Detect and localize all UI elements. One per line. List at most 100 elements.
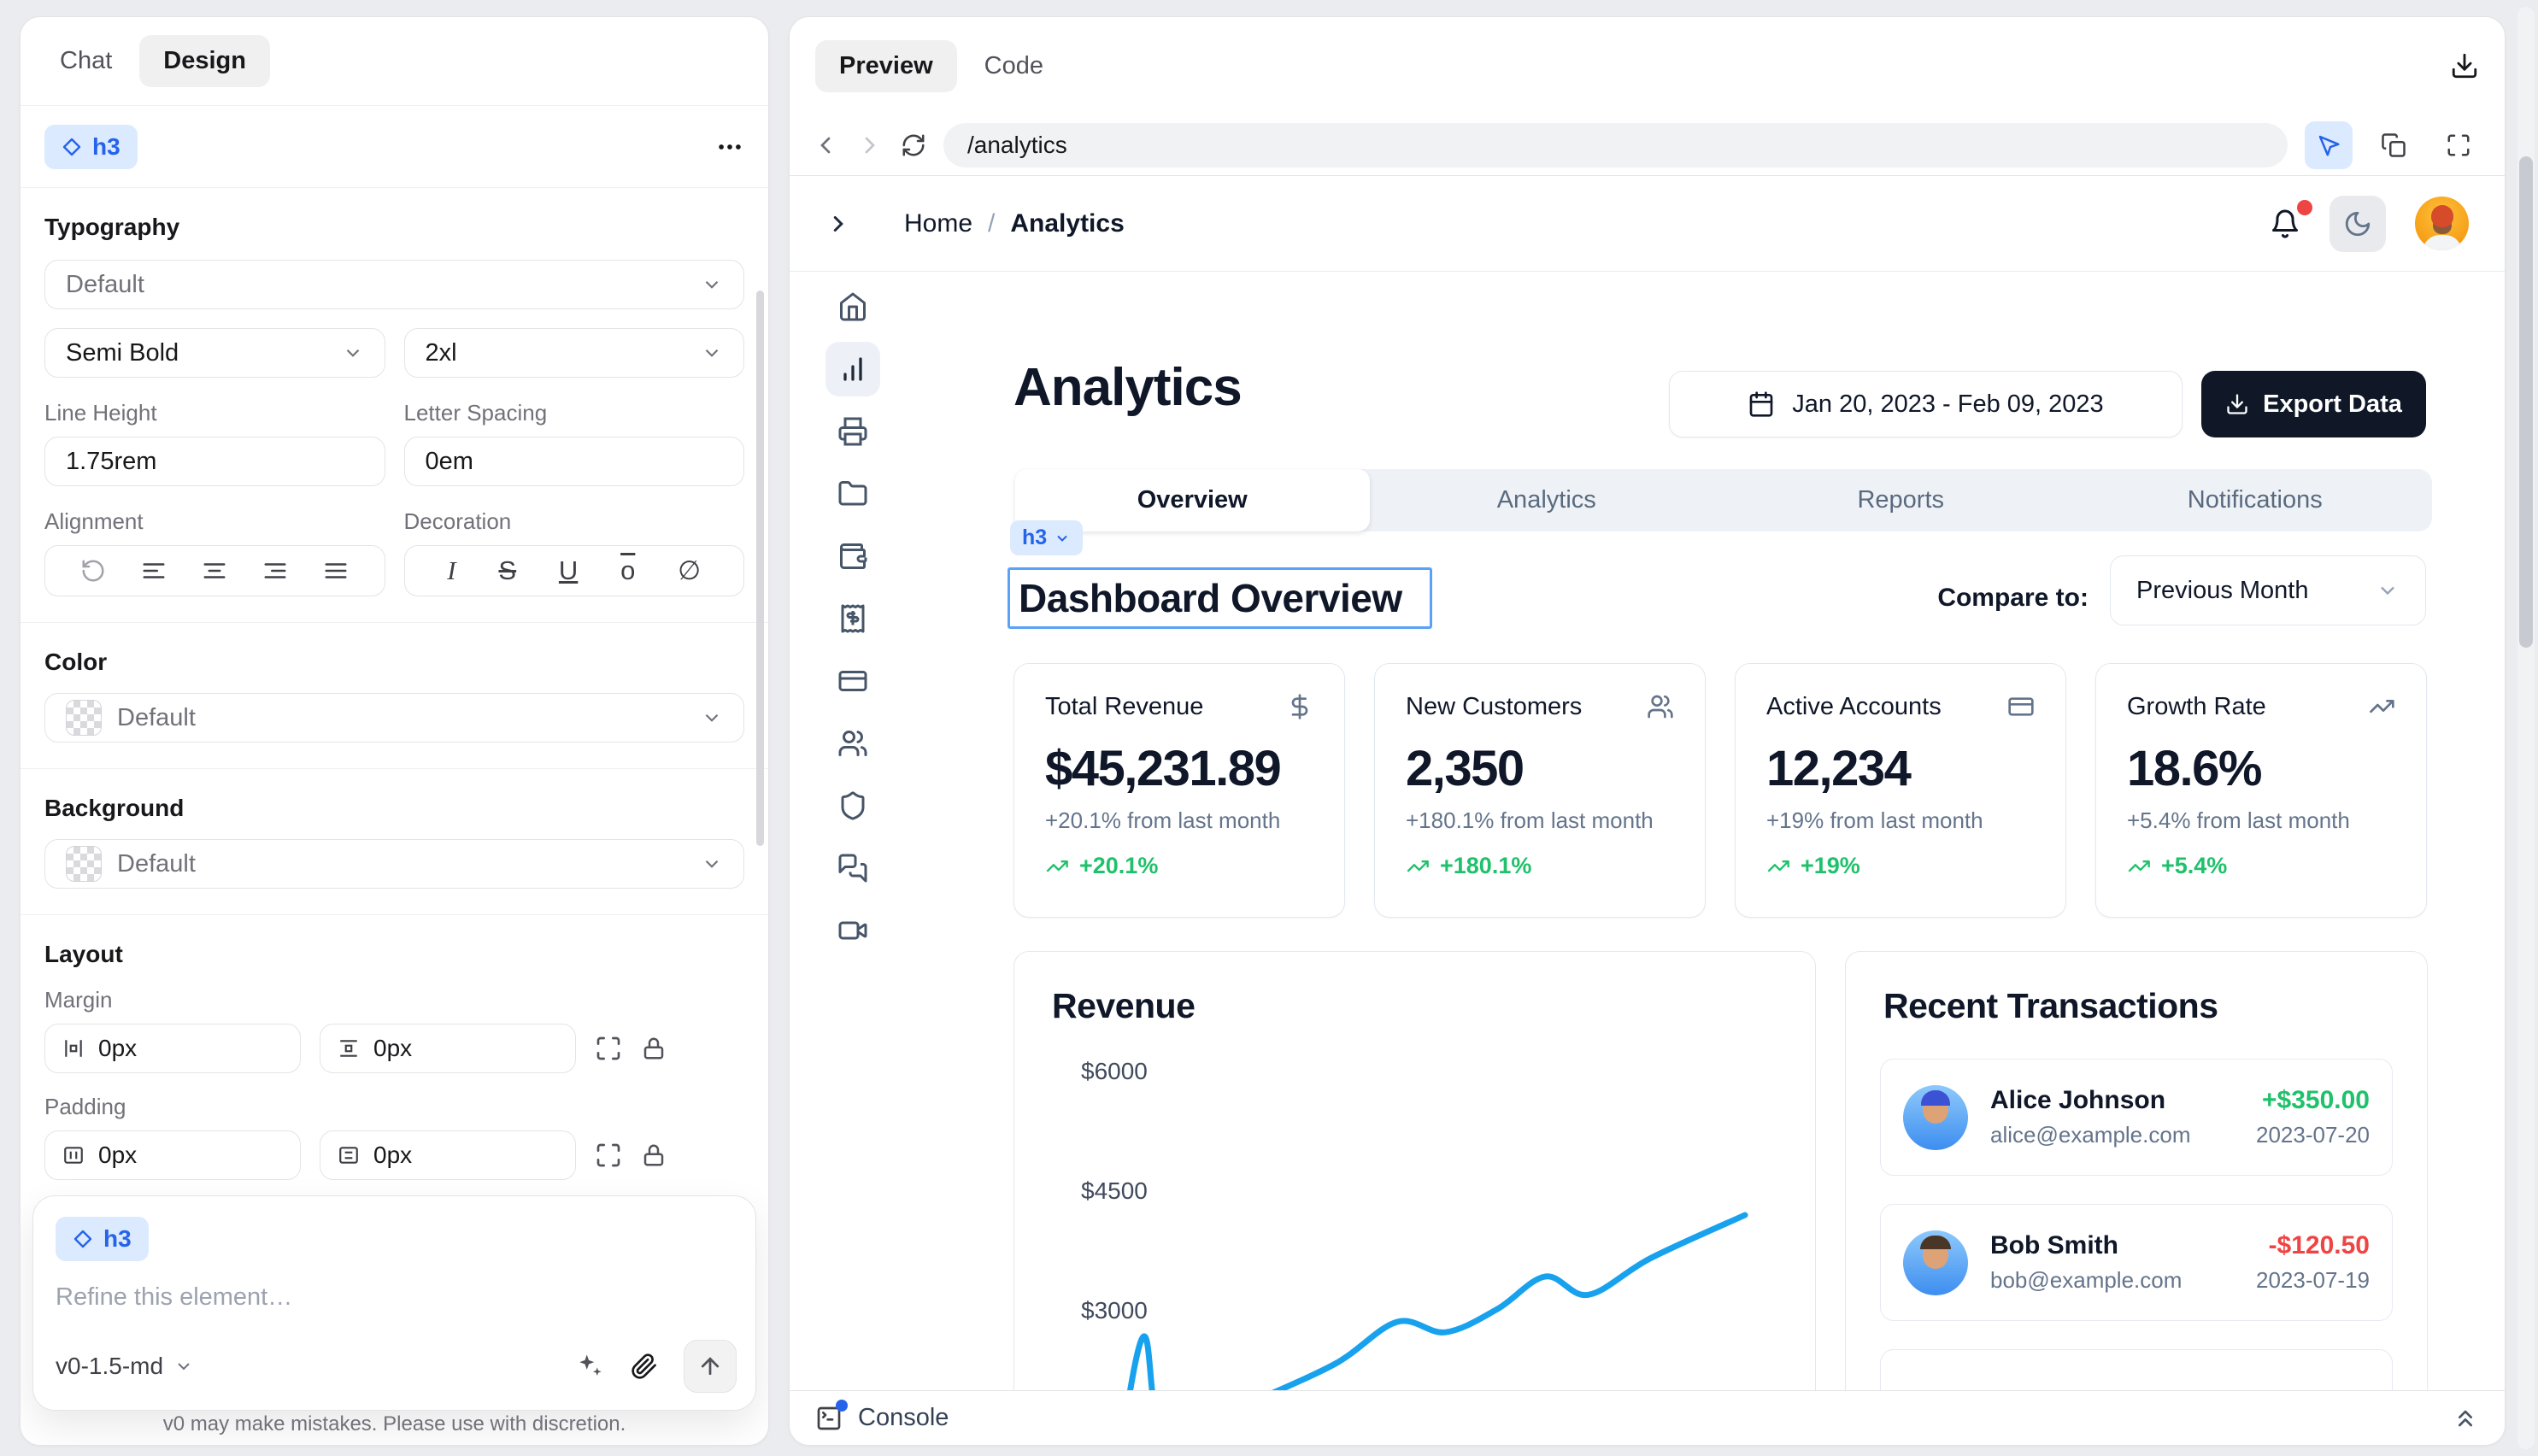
copy-button[interactable]: [2370, 121, 2418, 169]
undo-icon[interactable]: [80, 558, 106, 584]
fullscreen-button[interactable]: [2435, 121, 2482, 169]
sidebar-item-customers[interactable]: [825, 716, 880, 771]
lock-margin-icon[interactable]: [641, 1036, 667, 1061]
chevron-down-icon: [1057, 535, 1067, 542]
select-element-button[interactable]: [2305, 120, 2353, 169]
padding-x-input[interactable]: 0px: [44, 1130, 301, 1180]
page-scrollbar-thumb[interactable]: [2519, 156, 2533, 648]
browser-toolbar: /analytics: [790, 114, 2505, 176]
breadcrumb-home[interactable]: Home: [904, 208, 973, 238]
chevron-down-icon: [178, 1363, 190, 1371]
chevron-down-icon: [346, 349, 359, 357]
sidebar-item-receipts[interactable]: [825, 591, 880, 646]
url-input[interactable]: /analytics: [943, 122, 2288, 167]
sidebar-item-analytics[interactable]: [825, 342, 880, 396]
diamond-icon: [73, 1230, 92, 1248]
chevron-down-icon: [705, 713, 719, 722]
tab-reports[interactable]: Reports: [1857, 486, 1945, 514]
element-badge[interactable]: h3: [44, 124, 138, 169]
sidebar-item-messages[interactable]: [825, 841, 880, 895]
paperclip-icon[interactable]: [631, 1353, 658, 1380]
preview-panel: Preview Code /analytics Home / Analytics: [789, 16, 2506, 1446]
sidebar-item-wallet[interactable]: [825, 529, 880, 584]
align-justify-icon[interactable]: [323, 558, 349, 584]
left-panel-scrollbar[interactable]: [756, 291, 764, 846]
expand-padding-icon[interactable]: [595, 1142, 622, 1169]
console-bar[interactable]: Console: [790, 1390, 2505, 1445]
sidebar-item-files[interactable]: [825, 467, 880, 521]
tab-code[interactable]: Code: [984, 51, 1043, 79]
model-selector[interactable]: v0-1.5-md: [56, 1353, 194, 1380]
sidebar-item-security[interactable]: [825, 778, 880, 833]
sidebar-item-video[interactable]: [825, 903, 880, 958]
font-weight-select[interactable]: Semi Bold: [44, 328, 385, 378]
chevrons-up-icon[interactable]: [2452, 1405, 2479, 1432]
margin-y-input[interactable]: 0px: [320, 1024, 576, 1073]
align-left-icon[interactable]: [141, 558, 167, 584]
align-right-icon[interactable]: [262, 558, 288, 584]
letter-spacing-input[interactable]: 0em: [403, 437, 744, 486]
font-size-select[interactable]: 2xl: [403, 328, 744, 378]
refresh-icon[interactable]: [901, 132, 926, 158]
revenue-line-chart: [1120, 1212, 1748, 1428]
wallet-icon: [840, 543, 867, 569]
sidebar-toggle-icon[interactable]: [825, 211, 851, 237]
selection-outline[interactable]: Dashboard Overview: [1008, 567, 1432, 629]
tab-design[interactable]: Design: [139, 35, 270, 87]
more-options-icon[interactable]: [715, 132, 744, 161]
expand-margin-icon[interactable]: [595, 1035, 622, 1062]
forward-icon[interactable]: [856, 132, 884, 159]
stat-card-total-revenue: Total Revenue $45,231.89 +20.1% from las…: [1013, 663, 1345, 918]
back-icon[interactable]: [812, 132, 839, 159]
dark-mode-toggle[interactable]: [2329, 195, 2386, 252]
user-avatar[interactable]: [2415, 197, 2469, 250]
refine-element-badge[interactable]: h3: [56, 1217, 149, 1261]
app-sidebar: [790, 272, 916, 958]
italic-icon[interactable]: I: [447, 555, 456, 585]
trending-up-icon: [2369, 700, 2394, 713]
typography-heading: Typography: [44, 214, 180, 240]
background-select[interactable]: Default: [44, 839, 744, 889]
left-panel-tabs: Chat Design: [21, 17, 768, 106]
video-icon: [838, 921, 867, 940]
sparkles-icon[interactable]: [576, 1352, 605, 1381]
align-center-icon[interactable]: [202, 558, 227, 584]
sidebar-item-home[interactable]: [825, 279, 880, 334]
font-select[interactable]: Default: [44, 260, 744, 309]
tab-analytics[interactable]: Analytics: [1496, 486, 1596, 514]
bar-chart-icon: [843, 357, 862, 381]
tab-notifications[interactable]: Notifications: [2187, 486, 2323, 514]
selected-element-chip[interactable]: h3: [1010, 520, 1084, 555]
arrow-up-icon: [701, 1357, 720, 1376]
preview-header: Preview Code: [790, 17, 2505, 114]
decoration-toolbar: I S U o ∅: [403, 545, 744, 596]
margin-x-input[interactable]: 0px: [44, 1024, 301, 1073]
submit-refine-button[interactable]: [684, 1340, 737, 1393]
overline-icon[interactable]: o: [620, 555, 636, 585]
avatar: [1903, 1230, 1968, 1295]
compare-select[interactable]: Previous Month: [2110, 555, 2426, 625]
download-icon[interactable]: [2450, 51, 2479, 80]
notifications-button[interactable]: [2270, 199, 2312, 239]
compare-label: Compare to:: [1937, 584, 2089, 612]
strikethrough-icon[interactable]: S: [498, 555, 517, 585]
line-height-input[interactable]: 1.75rem: [44, 437, 385, 486]
sidebar-item-cards[interactable]: [825, 654, 880, 708]
no-decoration-icon[interactable]: ∅: [678, 555, 702, 585]
refine-input[interactable]: Refine this element…: [56, 1283, 293, 1311]
export-data-button[interactable]: Export Data: [2201, 371, 2426, 437]
transactions-title: Recent Transactions: [1883, 986, 2218, 1025]
tab-preview[interactable]: Preview: [815, 39, 957, 92]
shield-icon: [841, 791, 865, 820]
copy-icon: [2382, 132, 2406, 157]
date-range-picker[interactable]: Jan 20, 2023 - Feb 09, 2023: [1669, 371, 2183, 437]
padding-y-input[interactable]: 0px: [320, 1130, 576, 1180]
page-scrollbar-track: [2517, 7, 2535, 1449]
underline-icon[interactable]: U: [558, 555, 579, 585]
lock-padding-icon[interactable]: [641, 1142, 667, 1168]
recent-transactions-card: Recent Transactions Alice Johnson alice@…: [1845, 951, 2428, 1430]
tab-chat[interactable]: Chat: [60, 47, 113, 74]
color-select[interactable]: Default: [44, 693, 744, 743]
stat-card-new-customers: New Customers 2,350 +180.1% from last mo…: [1374, 663, 1706, 918]
sidebar-item-invoices[interactable]: [825, 404, 880, 459]
